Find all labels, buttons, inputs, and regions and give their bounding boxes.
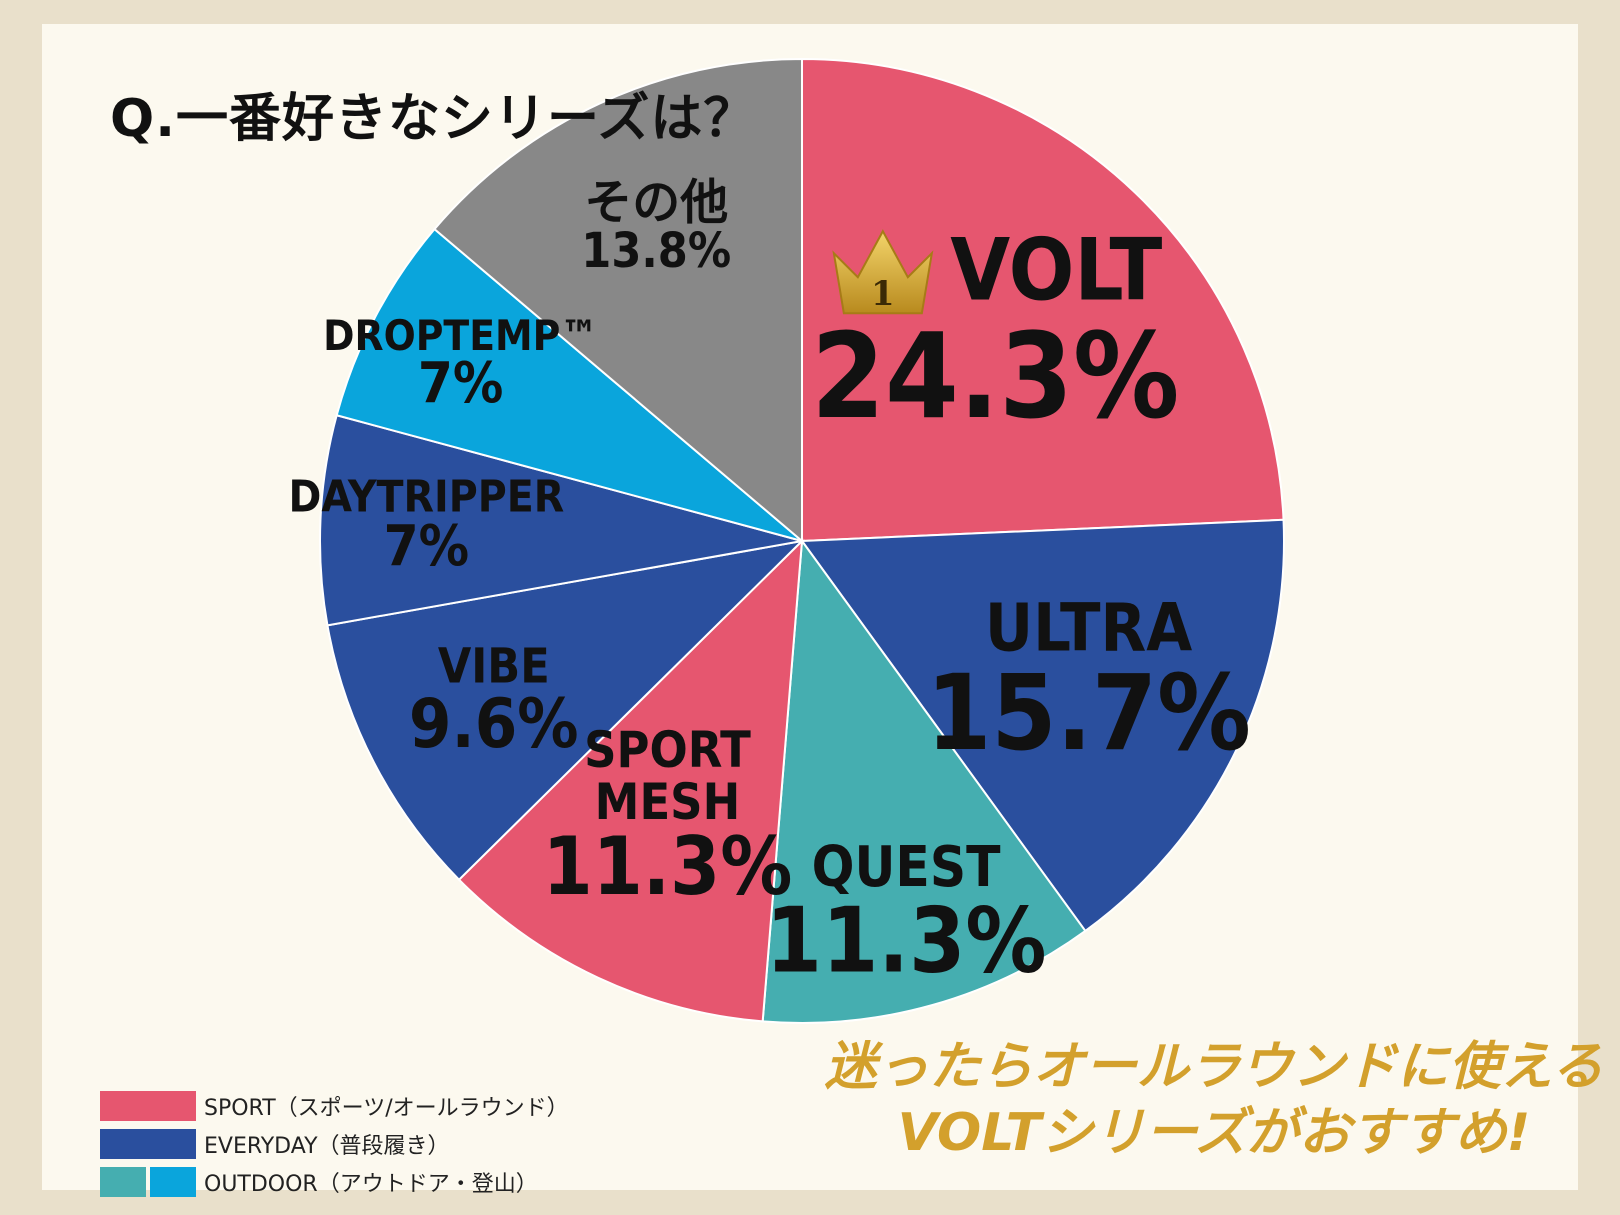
recommendation-line-1: 迷ったらオールラウンドに使える [824, 1037, 1604, 1097]
slice-name-label: QUEST [766, 839, 1047, 896]
slice-label-group: QUEST 11.3% [766, 839, 1047, 986]
legend-item-outdoor: OUTDOOR（アウトドア・登山） [100, 1163, 569, 1201]
slice-name-label: VIBE [409, 642, 579, 692]
slice-pct-label: 9.6% [408, 685, 579, 765]
legend-swatch [100, 1129, 196, 1159]
legend-item-sport: SPORT（スポーツ/オールラウンド） [100, 1087, 569, 1125]
pie-slice-vibe [326, 539, 805, 882]
slice-label-group: VIBE 9.6% [409, 642, 579, 760]
slice-pct-label: 7% [417, 350, 504, 416]
slice-name: DAYTRIPPER [288, 472, 565, 524]
slice-label-group: SPORT MESH 11.3% [543, 723, 793, 907]
pie-slice-quest [761, 538, 1087, 1024]
slice-label-group: ULTRA 15.7% [926, 593, 1251, 765]
slice-label-group: DAYTRIPPER 7% [289, 474, 565, 576]
slice-name: DROPTEMP™ [323, 310, 599, 360]
legend-swatch [100, 1167, 196, 1197]
slice-name: VOLT [950, 220, 1163, 321]
slice-name: ULTRA [984, 589, 1193, 667]
pie-slice-daytripper [319, 414, 803, 627]
slice-name: その他 [584, 174, 729, 231]
chart-card: Q.一番好きなシリーズは？ 1 VOLT 24.3% ULTRA 15.7% QUEST 1… [42, 24, 1603, 1197]
slice-pct-label: 24.3% [811, 306, 1180, 445]
legend: SPORT（スポーツ/オールラウンド） EVERYDAY（普段履き） OUTDO… [100, 1087, 569, 1201]
crown-icon: 1 [832, 228, 934, 314]
pie-slice-droptemp- [335, 227, 803, 542]
pie-slice-volt [801, 57, 1285, 543]
slice-pct-label: 7% [383, 514, 470, 580]
slice-pct-label: 13.8% [581, 222, 732, 279]
slice-name-label: その他 [581, 177, 731, 227]
slice-name: VIBE [437, 639, 550, 696]
slice-name-label: DROPTEMP™ [323, 312, 598, 356]
pie-slice-sport-mesh [457, 538, 804, 1023]
slice-pct-label: 11.3% [542, 820, 793, 914]
legend-label: SPORT（スポーツ/オールラウンド） [204, 1096, 569, 1121]
legend-item-everyday: EVERYDAY（普段履き） [100, 1125, 569, 1163]
slice-pct-label: 11.3% [765, 887, 1047, 993]
rank-badge: 1 [871, 274, 895, 314]
legend-label: EVERYDAY（普段履き） [204, 1134, 450, 1159]
slice-name-label: SPORT MESH [543, 723, 793, 827]
slice-name-label: ULTRA [926, 593, 1251, 661]
slice-label-group: DROPTEMP™ 7% [323, 312, 598, 412]
chart-title: Q.一番好きなシリーズは？ [110, 89, 757, 149]
recommendation-line-2: VOLTシリーズがおすすめ! [897, 1103, 1531, 1163]
slice-name-label: DAYTRIPPER [289, 474, 565, 520]
legend-swatch [100, 1091, 196, 1121]
slice-label-group: その他 13.8% [581, 177, 731, 275]
slice-name: SPORT MESH [584, 721, 751, 832]
slice-pct-label: 15.7% [926, 652, 1251, 775]
pie-slice-ultra [800, 518, 1285, 933]
slice-label-group: 1 VOLT 24.3% [811, 223, 1179, 435]
legend-label: OUTDOOR（アウトドア・登山） [204, 1172, 538, 1197]
pie-chart [319, 57, 1285, 1024]
pie-slice-- [433, 57, 803, 544]
slice-name: QUEST [811, 835, 1001, 901]
recommendation-text: 迷ったらオールラウンドに使える VOLTシリーズがおすすめ! [784, 1034, 1620, 1166]
slice-name-label: 1 VOLT [811, 223, 1179, 317]
